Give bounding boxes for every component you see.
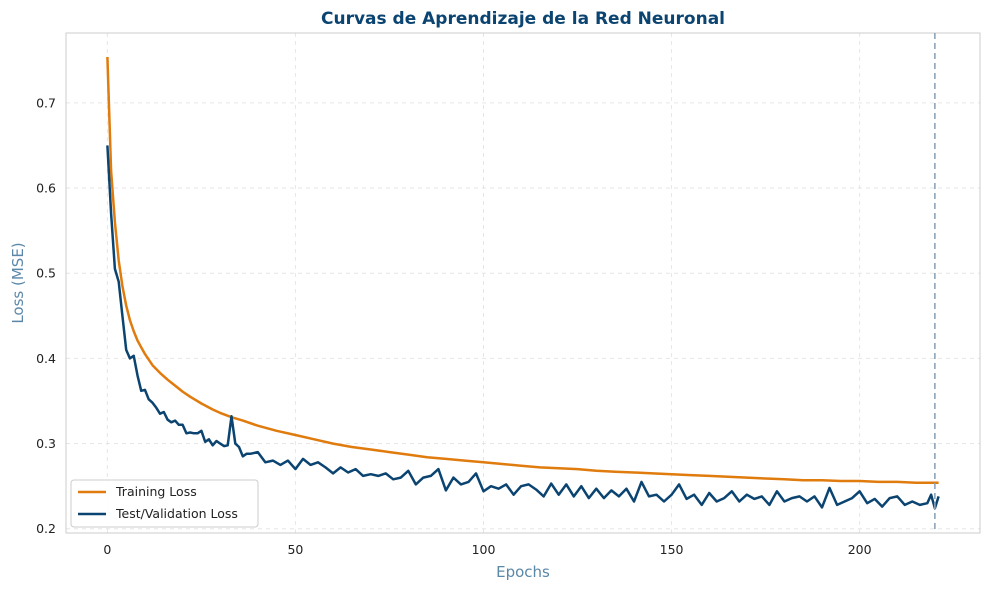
x-tick-label: 50 — [287, 542, 303, 557]
legend-box — [70, 479, 259, 528]
y-tick-label: 0.3 — [36, 436, 56, 451]
training-loss-line — [106, 56, 939, 484]
chart-title: Curvas de Aprendizaje de la Red Neuronal — [321, 9, 725, 29]
y-tick-label: 0.2 — [36, 521, 56, 536]
y-axis-label: Loss (MSE) — [9, 242, 27, 323]
validation-loss-line — [106, 145, 940, 510]
series-lines — [106, 56, 940, 510]
grid — [66, 33, 980, 533]
y-tick-label: 0.7 — [36, 95, 56, 110]
plot-frame — [65, 32, 981, 534]
legend-label-validation: Test/Validation Loss — [115, 506, 238, 521]
legend-label-training: Training Loss — [115, 484, 197, 499]
axis-ticks: 0 50 100 150 200 0.2 0.3 0.4 0.5 0.6 0.7 — [36, 95, 872, 557]
y-tick-label: 0.6 — [36, 181, 56, 196]
x-tick-label: 150 — [660, 542, 684, 557]
x-tick-label: 0 — [103, 542, 111, 557]
y-tick-label: 0.5 — [36, 266, 56, 281]
x-axis-label: Epochs — [496, 563, 550, 581]
x-tick-label: 100 — [472, 542, 496, 557]
x-tick-label: 200 — [848, 542, 872, 557]
y-tick-label: 0.4 — [36, 351, 56, 366]
legend: Training Loss Test/Validation Loss — [70, 479, 259, 528]
